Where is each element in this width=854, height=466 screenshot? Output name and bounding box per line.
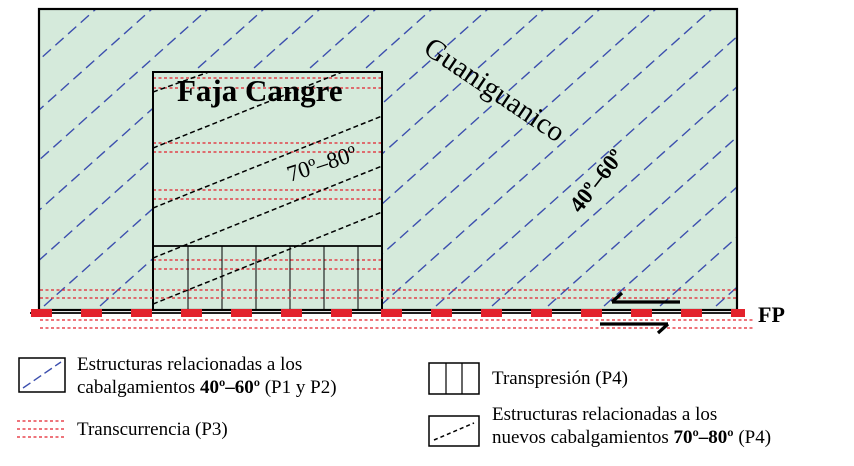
legend-newthrust-line2: nuevos cabalgamientos 70º–80º (P4): [492, 426, 771, 449]
fault-label: FP: [758, 302, 785, 327]
legend-item-thrust-structures: Estructuras relacionadas a los cabalgami…: [77, 353, 337, 399]
legend-newthrust-line1: Estructuras relacionadas a los: [492, 404, 718, 425]
legend-symbol-thrust-structures: [18, 357, 66, 393]
legend-item-transcurrence: Transcurrencia (P3): [77, 419, 228, 440]
black-dashed-line: [153, 115, 382, 209]
guaniguanico-region: [39, 9, 737, 310]
legend-symbol-transcurrence: [17, 420, 66, 438]
blue-dashed-line: [734, 0, 854, 340]
legend-thrust-angle: 40º–60º: [199, 377, 260, 398]
legend-item-transpression: Transpresión (P4): [492, 368, 628, 389]
box-black-dashed-lines: [153, 72, 382, 305]
black-dashed-line: [153, 211, 382, 305]
legend-symbol-new-thrusts: [428, 415, 480, 447]
black-dashed-line: [153, 72, 212, 93]
legend-newthrust-angle: 70º–80º: [673, 427, 734, 448]
legend-newthrust-post: (P4): [733, 427, 772, 448]
legend-thrust-pre: cabalgamientos: [77, 377, 200, 398]
faja-cangre-box: [153, 72, 382, 310]
bottom-red-dotted-lines: [40, 289, 754, 329]
legend-thrust-line1: Estructuras relacionadas a los: [77, 354, 303, 375]
box-title: Faja Cangre: [177, 73, 343, 108]
legend-item-new-thrusts: Estructuras relacionadas a los nuevos ca…: [492, 403, 771, 449]
transpression-vertical-lines: [187, 246, 359, 310]
legend-thrust-post: (P1 y P2): [259, 377, 337, 398]
black-dashed-line: [153, 165, 382, 259]
black-dashed-line: [153, 72, 345, 149]
legend-thrust-line2: cabalgamientos 40º–60º (P1 y P2): [77, 376, 337, 399]
legend-newthrust-pre: nuevos cabalgamientos: [492, 427, 674, 448]
legend-symbol-transpression: [428, 362, 480, 395]
strike-slip-arrows: [600, 291, 680, 335]
